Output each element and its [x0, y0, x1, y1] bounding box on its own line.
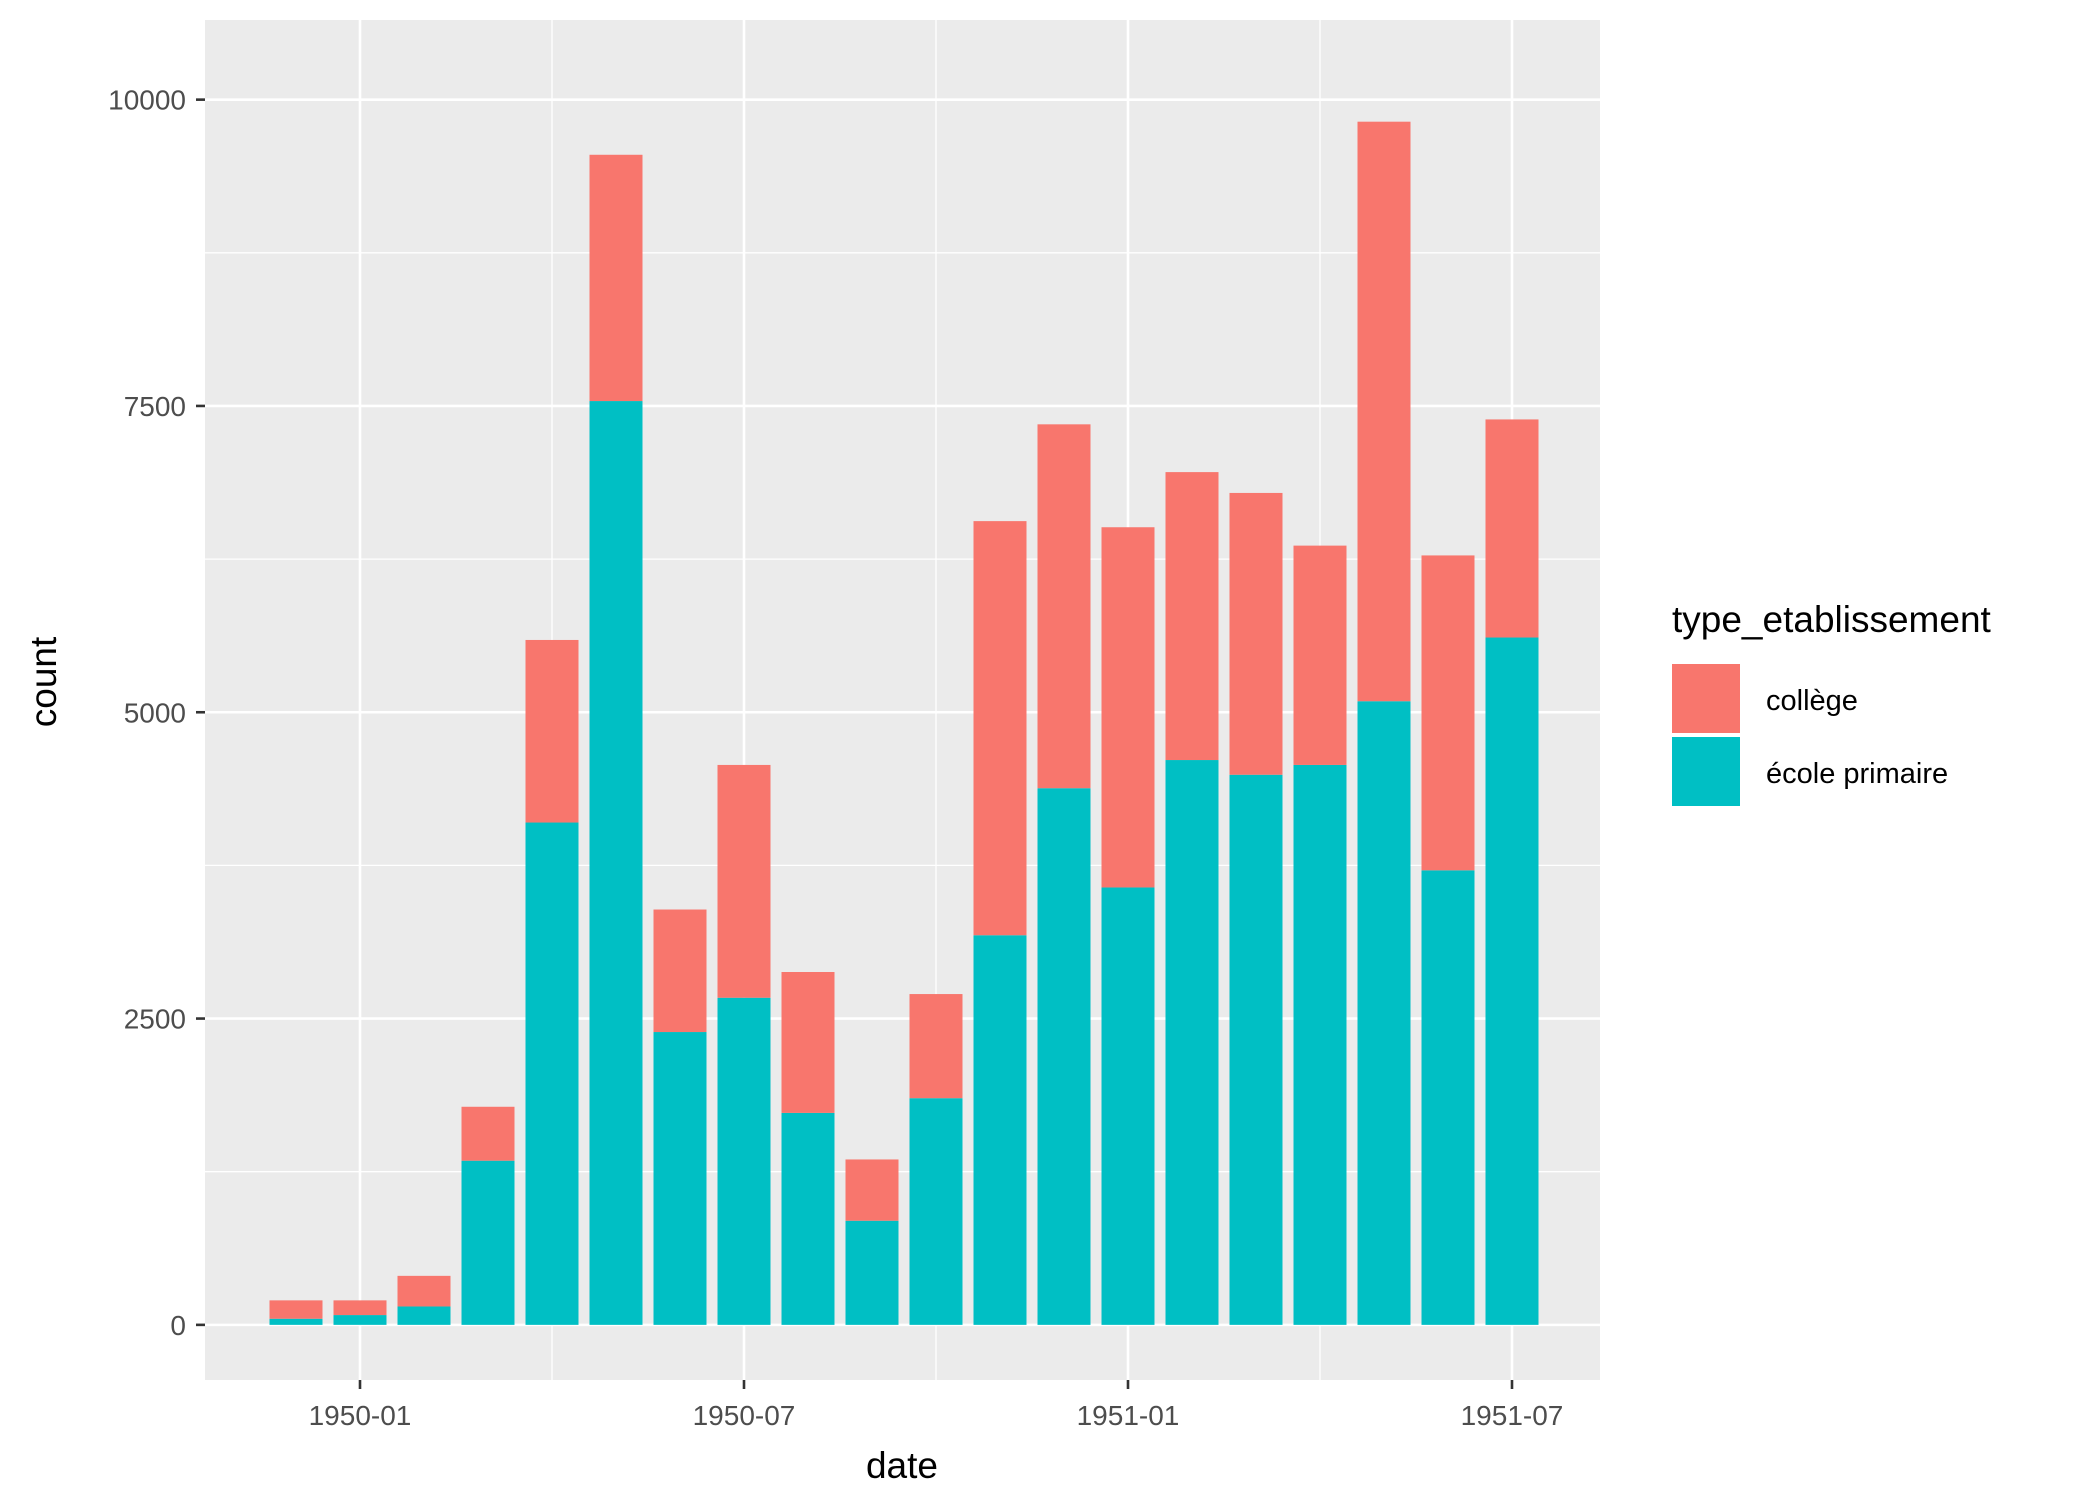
y-axis-title: count — [23, 636, 64, 727]
y-tick-label: 0 — [170, 1310, 186, 1341]
bar-segment-college — [1037, 424, 1091, 789]
y-tick-label: 7500 — [124, 391, 186, 422]
bar-segment-college — [461, 1106, 515, 1161]
bar-segment-college — [1165, 472, 1219, 761]
legend: type_etablissement collège école primair… — [1672, 599, 1992, 806]
bar-segment-college — [1357, 121, 1411, 702]
legend-title: type_etablissement — [1672, 599, 1992, 640]
bar-segment-ecole-primaire — [1357, 701, 1411, 1325]
bar-segment-ecole-primaire — [717, 997, 771, 1325]
bar-segment-college — [589, 154, 643, 402]
bar-segment-college — [525, 639, 579, 823]
bar-segment-college — [1101, 527, 1155, 888]
bar-segment-ecole-primaire — [333, 1315, 387, 1325]
x-tick-label: 1951-07 — [1461, 1400, 1564, 1431]
x-axis-ticks: 1950-01 1950-07 1951-01 1951-07 — [309, 1380, 1564, 1431]
bar-segment-college — [269, 1300, 323, 1319]
legend-key-ecole-primaire — [1672, 737, 1740, 806]
legend-label-ecole-primaire: école primaire — [1766, 758, 1948, 790]
bar-segment-college — [1229, 492, 1283, 775]
x-tick-label: 1950-07 — [693, 1400, 796, 1431]
legend-item-college: collège — [1672, 664, 1858, 733]
bar-segment-college — [717, 764, 771, 998]
bar-segment-ecole-primaire — [1037, 788, 1091, 1325]
y-tick-label: 5000 — [124, 697, 186, 728]
x-axis-title: date — [866, 1445, 938, 1486]
y-tick-label: 10000 — [108, 85, 186, 116]
bar-segment-college — [973, 521, 1027, 936]
bar-segment-ecole-primaire — [525, 822, 579, 1325]
x-tick-label: 1950-01 — [309, 1400, 412, 1431]
bar-segment-college — [397, 1275, 451, 1307]
bar-segment-ecole-primaire — [1421, 870, 1475, 1325]
bar-segment-college — [1485, 419, 1539, 638]
bar-segment-ecole-primaire — [1485, 637, 1539, 1325]
bar-segment-ecole-primaire — [973, 935, 1027, 1325]
bar-segment-ecole-primaire — [781, 1112, 835, 1325]
bar-segment-ecole-primaire — [1293, 764, 1347, 1325]
bar-segment-ecole-primaire — [909, 1098, 963, 1325]
bar-segment-ecole-primaire — [1229, 774, 1283, 1325]
bar-segment-college — [333, 1300, 387, 1316]
bar-segment-ecole-primaire — [269, 1318, 323, 1325]
bar-segment-ecole-primaire — [589, 401, 643, 1325]
bar-segment-college — [653, 909, 707, 1033]
bar-segment-ecole-primaire — [653, 1032, 707, 1325]
legend-label-college: collège — [1766, 685, 1858, 717]
y-tick-label: 2500 — [124, 1004, 186, 1035]
bar-segment-college — [1421, 555, 1475, 871]
bar-segment-ecole-primaire — [1101, 887, 1155, 1325]
bar-segment-college — [845, 1159, 899, 1221]
y-axis-ticks: 0 2500 5000 7500 10000 — [108, 85, 205, 1341]
bar-segment-ecole-primaire — [397, 1306, 451, 1325]
bars — [269, 121, 1539, 1325]
bar-segment-college — [909, 994, 963, 1099]
legend-item-ecole-primaire: école primaire — [1672, 737, 1948, 806]
bar-segment-college — [1293, 545, 1347, 765]
legend-key-college — [1672, 664, 1740, 733]
x-tick-label: 1951-01 — [1077, 1400, 1180, 1431]
bar-segment-ecole-primaire — [845, 1220, 899, 1325]
bar-segment-ecole-primaire — [461, 1160, 515, 1325]
bar-segment-ecole-primaire — [1165, 760, 1219, 1325]
bar-segment-college — [781, 972, 835, 1113]
